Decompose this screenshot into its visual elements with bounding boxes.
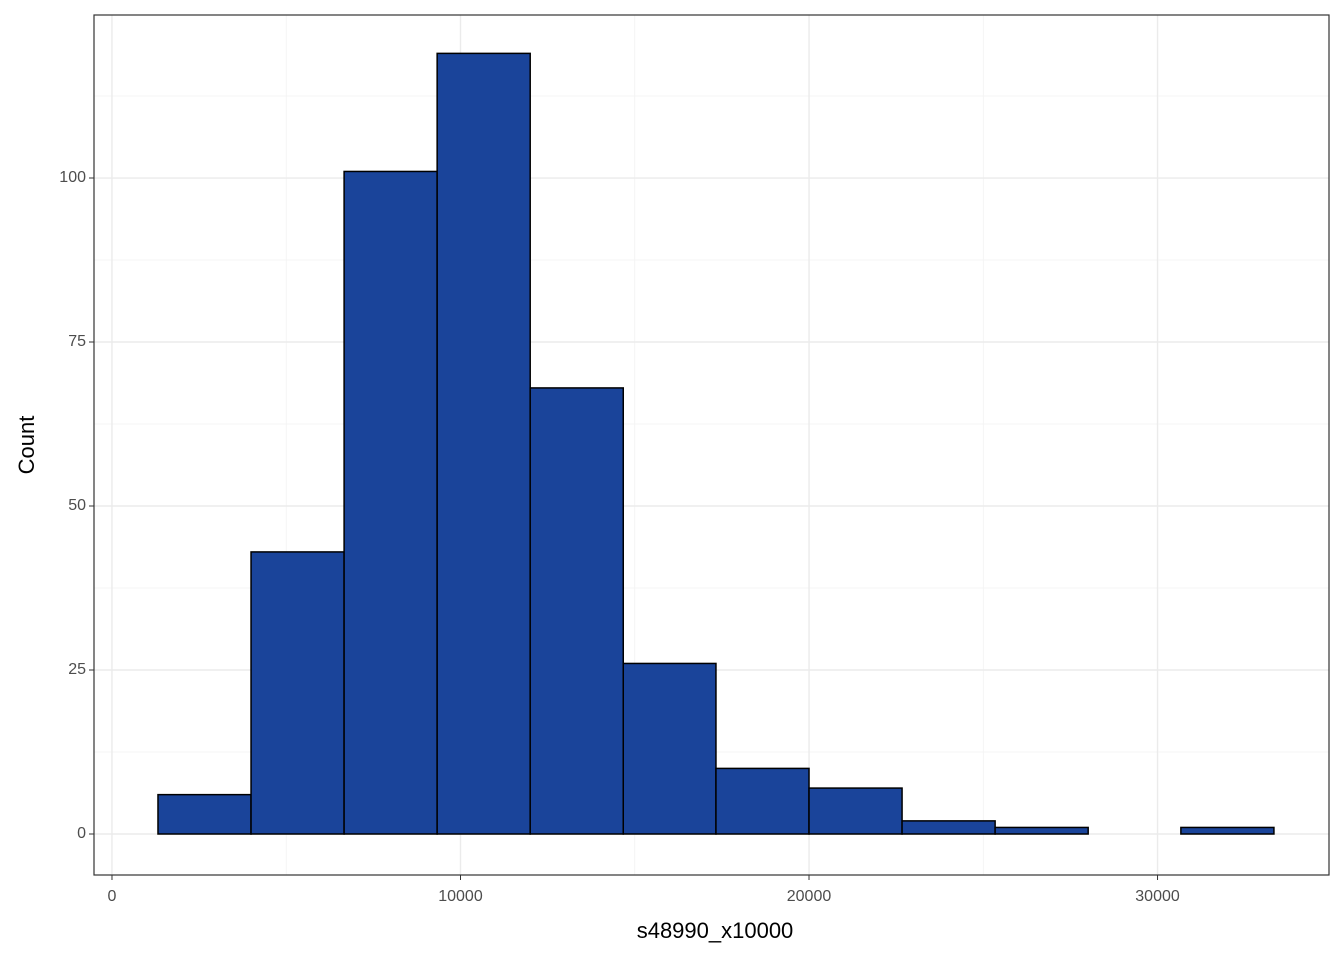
bar [715, 767, 810, 835]
y-axis-title: Count [14, 416, 39, 475]
bar [622, 662, 717, 835]
bar [529, 387, 625, 835]
bar [250, 551, 345, 835]
bar [1180, 826, 1275, 835]
bar [157, 793, 252, 835]
bar [436, 52, 531, 835]
bar [343, 170, 438, 835]
y-tick-label: 100 [59, 169, 86, 186]
y-tick-label: 0 [77, 825, 86, 842]
bars [157, 52, 1275, 835]
x-tick-label: 10000 [438, 888, 483, 905]
panel-border [93, 14, 1330, 876]
x-axis-title: s48990_x10000 [637, 918, 794, 943]
x-tick-label: 20000 [787, 888, 832, 905]
x-tick-label: 0 [108, 888, 117, 905]
x-tick-label: 30000 [1135, 888, 1180, 905]
bar [808, 787, 903, 835]
y-tick-label: 50 [68, 497, 86, 514]
bar [901, 820, 996, 835]
axes: 0 25 50 75 100 0 10000 20000 30000 [59, 169, 1180, 905]
y-tick-label: 75 [68, 333, 86, 350]
y-tick-label: 25 [68, 661, 86, 678]
bar [994, 826, 1089, 835]
